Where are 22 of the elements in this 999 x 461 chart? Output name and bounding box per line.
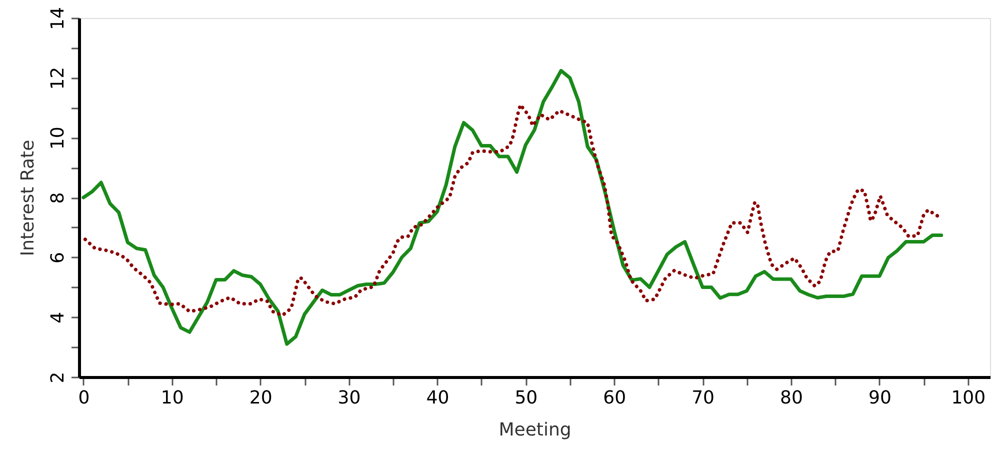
y-tick-label: 10 [48,126,68,150]
y-tick-label: 12 [48,66,68,90]
y-tick-label: 2 [48,372,68,384]
x-tick-label: 30 [338,388,361,408]
x-tick-label: 40 [426,388,450,408]
x-tick-label: 70 [692,388,714,408]
y-axis-title: Interest Rate [18,140,38,256]
line-series [83,103,942,318]
y-tick-label: 14 [48,7,68,30]
x-tick-label: 60 [603,388,626,408]
x-tick-label: 20 [249,388,272,408]
x-tick-label: 90 [868,388,892,408]
x-tick-label: 0 [78,388,90,408]
line-series [82,68,944,346]
x-axis-title: Meeting [498,420,572,440]
y-tick-label: 4 [48,312,68,324]
x-tick-label: 50 [514,388,538,408]
x-tick-label: 100 [951,388,986,408]
y-tick-label: 6 [48,252,68,264]
y-tick-label: 8 [48,192,68,204]
x-tick-label: 10 [160,388,184,408]
x-tick-label: 80 [780,388,803,408]
